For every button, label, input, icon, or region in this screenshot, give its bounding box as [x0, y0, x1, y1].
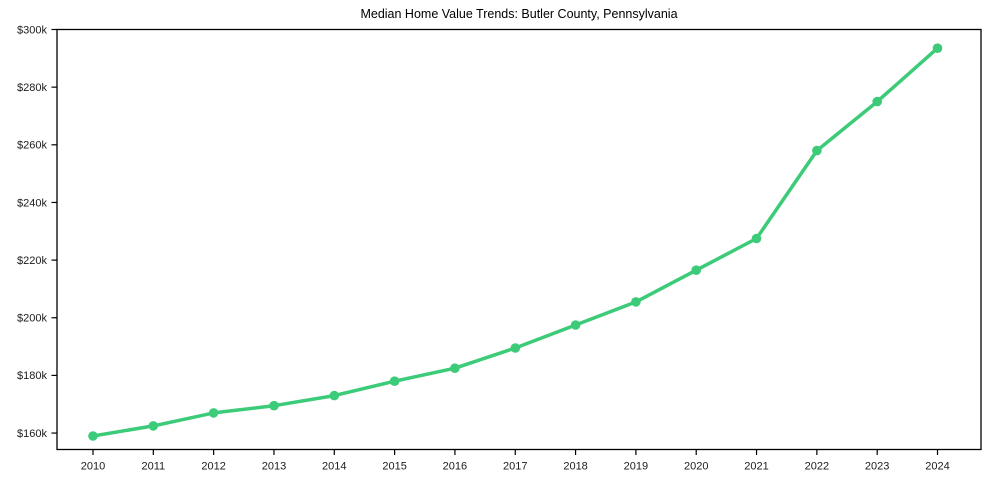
data-point-2024: [932, 43, 943, 53]
data-point-2017: [510, 343, 521, 353]
x-tick-label-2017: 2017: [503, 461, 527, 473]
data-point-2021: [751, 233, 762, 244]
y-tick-label-280: $280k: [17, 82, 47, 94]
data-point-2011: [148, 421, 159, 431]
y-tick-label-300: $300k: [17, 24, 47, 36]
x-tick-label-2018: 2018: [563, 461, 587, 473]
y-tick-label-260: $260k: [17, 140, 47, 152]
x-tick-label-2013: 2013: [262, 461, 286, 473]
data-point-2023: [872, 96, 882, 107]
x-tick-label-2023: 2023: [865, 461, 889, 473]
x-tick-label-2024: 2024: [925, 461, 949, 473]
x-tick-label-2016: 2016: [443, 461, 467, 473]
data-point-2018: [570, 320, 581, 330]
y-tick-label-200: $200k: [17, 313, 47, 325]
data-point-2019: [631, 297, 641, 307]
x-tick-label-2011: 2011: [141, 461, 165, 473]
x-tick-label-2012: 2012: [201, 461, 225, 473]
y-tick-label-180: $180k: [17, 370, 47, 382]
x-tick-label-2019: 2019: [624, 461, 648, 473]
x-tick-label-2015: 2015: [382, 461, 406, 473]
data-point-2013: [269, 400, 279, 411]
data-point-2012: [208, 408, 219, 418]
x-tick-label-2014: 2014: [322, 461, 346, 473]
data-point-2014: [329, 390, 340, 401]
x-tick-label-2022: 2022: [805, 461, 829, 473]
chart-title: Median Home Value Trends: Butler County,…: [360, 7, 678, 21]
y-tick-label-220: $220k: [17, 255, 47, 267]
x-tick-label-2021: 2021: [744, 461, 768, 473]
x-tick-label-2020: 2020: [684, 461, 708, 473]
y-tick-label-160: $160k: [17, 428, 47, 440]
y-tick-label-240: $240k: [17, 197, 47, 209]
data-point-2022: [812, 145, 822, 156]
axes-frame: [56, 28, 982, 451]
data-point-2020: [691, 265, 701, 276]
data-point-2015: [389, 376, 400, 387]
data-point-2010: [88, 431, 98, 441]
x-tick-label-2010: 2010: [81, 461, 105, 473]
trend-line: [91, 46, 940, 438]
data-point-2016: [450, 363, 460, 374]
